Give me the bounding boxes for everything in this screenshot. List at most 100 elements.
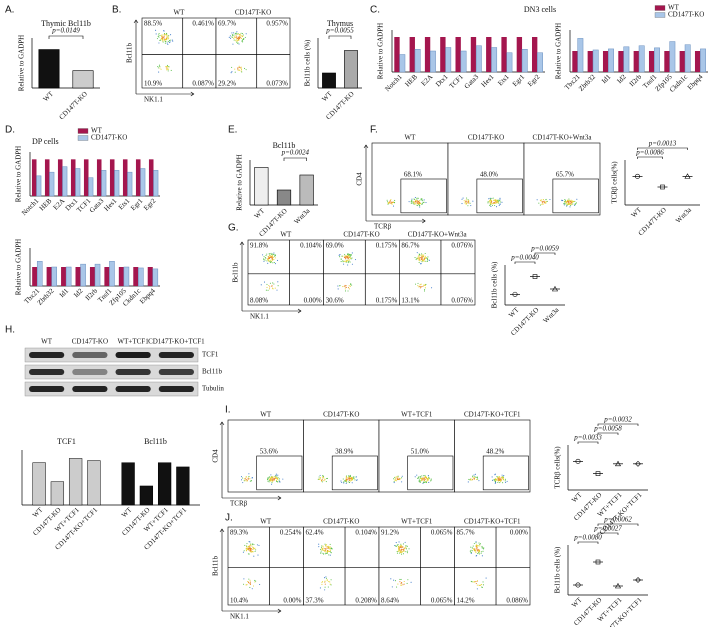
quadrant-percent: 13.1% (401, 297, 419, 305)
flow-event (164, 42, 166, 44)
flow-event (476, 555, 478, 557)
flow-event (268, 259, 270, 261)
significance-bracket (637, 147, 688, 150)
flow-event (424, 287, 426, 289)
flow-event (542, 200, 544, 202)
flow-event (275, 474, 277, 476)
flow-event (403, 548, 405, 550)
flow-event (164, 39, 166, 41)
quadrant-percent: 0.208% (355, 597, 377, 605)
flow-event (423, 284, 425, 286)
flow-event (343, 257, 345, 259)
flow-event (427, 475, 429, 477)
legend-swatch (77, 128, 89, 134)
flow-event (352, 479, 354, 481)
bar (153, 170, 159, 197)
flow-event (155, 33, 157, 35)
flow-event (345, 256, 347, 258)
flow-event (344, 254, 346, 256)
flow-event (164, 33, 166, 35)
quadrant-percent: 0.175% (376, 297, 398, 305)
flow-event (416, 201, 418, 203)
p-value: p=0.0013 (648, 140, 677, 148)
flow-event (342, 286, 344, 288)
flow-event (346, 481, 348, 483)
flow-event (574, 200, 576, 202)
flow-event (422, 477, 424, 479)
y-axis-label: Bcl11b (126, 43, 134, 63)
flow-event (420, 478, 423, 480)
flow-event (347, 255, 350, 257)
flow-event (391, 202, 393, 204)
flow-event (352, 476, 354, 478)
flow-event (345, 478, 347, 480)
flow-event (475, 581, 477, 583)
group-title: Bcl11b (144, 437, 167, 446)
flow-event (570, 203, 572, 206)
flow-event (346, 478, 349, 480)
flow-event (166, 66, 168, 68)
flow-event (329, 551, 332, 553)
flow-event (351, 477, 353, 479)
flow-event (234, 71, 236, 73)
flow-event (340, 480, 342, 482)
y-axis-label: Bcl11b cells (%) (554, 546, 562, 593)
flow-event (461, 203, 463, 205)
flow-event (392, 201, 394, 204)
data-point (551, 285, 559, 292)
flow-event (415, 200, 417, 202)
flow-event (489, 204, 491, 206)
bar (470, 37, 477, 72)
flow-event (268, 478, 270, 480)
flow-event (397, 475, 399, 477)
flow-event (497, 479, 499, 481)
flow-event (420, 254, 422, 257)
flow-event (505, 481, 507, 483)
flow-event (396, 478, 398, 480)
flow-event (167, 68, 169, 70)
flow-event (405, 551, 407, 553)
bar (587, 51, 593, 72)
flow-event (421, 255, 423, 257)
flow-event (491, 476, 493, 478)
flow-event (499, 200, 501, 202)
flow-plot-frame (303, 526, 380, 606)
flow-event (476, 580, 478, 582)
x-axis-label: NK1.1 (230, 613, 249, 621)
flow-event (238, 65, 240, 67)
flow-event (467, 198, 469, 201)
flow-event (246, 546, 248, 548)
flow-event (159, 65, 161, 68)
bar (109, 261, 115, 287)
flow-event (329, 548, 331, 550)
flow-event (490, 199, 492, 201)
lane-label: WT+TCF1 (118, 338, 150, 346)
flow-event (426, 258, 429, 260)
flow-event (243, 578, 245, 580)
flow-event (423, 201, 425, 203)
bar (409, 37, 415, 72)
flow-event (470, 552, 472, 555)
flow-event (491, 199, 493, 201)
flow-event (343, 482, 345, 484)
significance-bracket (597, 432, 619, 435)
flow-event (278, 478, 281, 480)
x-tick-label: Id2 (72, 287, 85, 300)
flow-event (476, 549, 479, 551)
bar (83, 159, 89, 196)
flow-event (249, 547, 251, 549)
flow-event (348, 254, 350, 256)
significance-bracket (283, 157, 307, 161)
data-point (634, 173, 640, 179)
flow-event (427, 256, 429, 258)
blot-strip (24, 364, 199, 380)
bar (36, 175, 42, 197)
flow-event (348, 285, 350, 287)
flow-event (347, 290, 349, 292)
flow-event (350, 478, 352, 480)
flow-plot-frame (215, 17, 291, 89)
gate-percent: 48.2% (486, 448, 504, 456)
flow-event (325, 544, 327, 546)
flow-event (498, 476, 500, 478)
flow-event (419, 206, 421, 208)
